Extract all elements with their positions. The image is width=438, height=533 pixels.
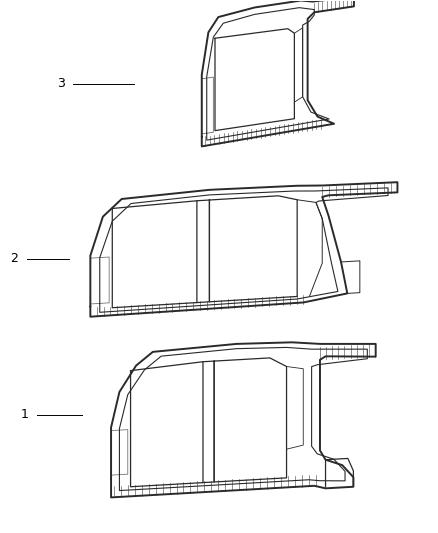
Text: 1: 1 <box>21 408 28 422</box>
Text: 2: 2 <box>10 252 18 265</box>
Text: 3: 3 <box>57 77 64 90</box>
